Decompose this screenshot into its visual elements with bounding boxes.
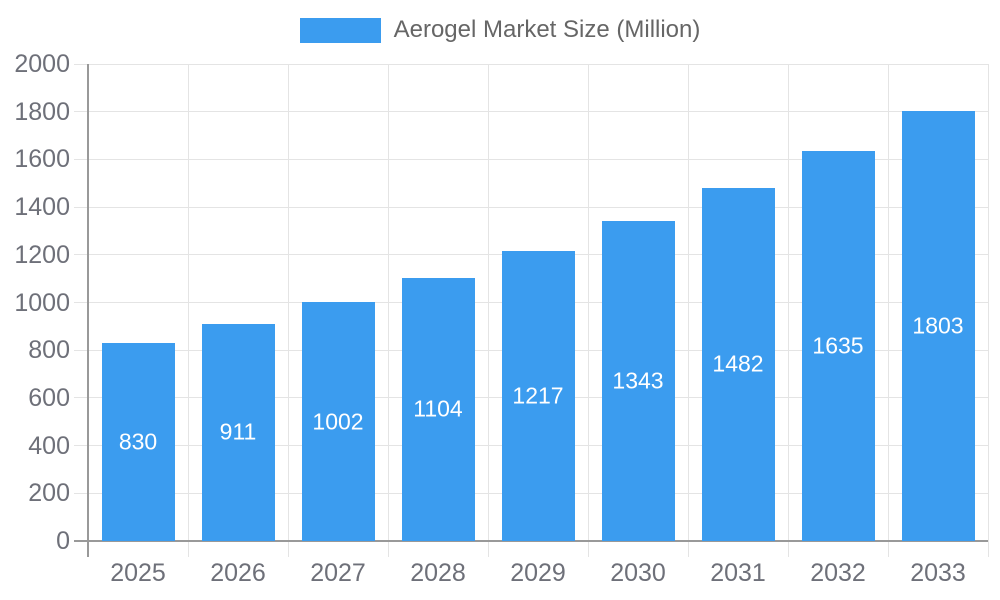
bar-2025[interactable]: 830 xyxy=(101,343,175,541)
x-axis-tick xyxy=(387,541,389,557)
y-axis-tick-label: 1000 xyxy=(14,288,70,317)
bar-value-label: 1343 xyxy=(612,367,664,394)
x-gridline xyxy=(287,64,289,541)
x-axis-tick-label: 2025 xyxy=(110,559,166,587)
y-axis-line xyxy=(87,64,89,557)
bar-2031[interactable]: 1482 xyxy=(701,187,775,541)
x-axis-tick-label: 2033 xyxy=(910,559,966,587)
bar-2033[interactable]: 1803 xyxy=(901,110,975,541)
bar-value-label: 1482 xyxy=(712,350,764,377)
x-gridline xyxy=(387,64,389,541)
y-axis-tick-label: 1800 xyxy=(14,97,70,126)
bar-value-label: 1002 xyxy=(312,408,364,434)
x-axis-tick-label: 2027 xyxy=(310,559,366,587)
bar-value-label: 1803 xyxy=(912,312,964,339)
bar-value-label: 830 xyxy=(118,428,158,455)
y-gridline xyxy=(74,63,988,65)
x-axis-tick-label: 2032 xyxy=(810,559,866,587)
x-axis-tick-label: 2030 xyxy=(610,559,666,587)
y-axis-tick-label: 800 xyxy=(28,336,70,365)
x-axis-tick-label: 2029 xyxy=(510,559,566,587)
bar-value-label: 911 xyxy=(219,418,257,445)
y-axis-tick-label: 400 xyxy=(28,431,70,460)
bar-value-label: 1104 xyxy=(413,395,463,422)
x-gridline xyxy=(487,64,489,541)
x-axis-line xyxy=(74,540,988,542)
legend-label: Aerogel Market Size (Million) xyxy=(393,16,701,43)
x-gridline xyxy=(687,64,689,541)
bar-2028[interactable]: 1104 xyxy=(401,277,475,541)
x-axis-tick xyxy=(287,541,289,557)
bar-value-label: 1217 xyxy=(512,382,564,409)
x-gridline xyxy=(887,64,889,541)
x-axis-tick xyxy=(587,541,589,557)
y-axis-tick-label: 2000 xyxy=(14,50,70,78)
y-axis-tick-label: 1600 xyxy=(14,145,70,174)
legend[interactable]: Aerogel Market Size (Million) xyxy=(0,15,1000,45)
x-gridline xyxy=(987,64,989,541)
y-axis-tick-label: 600 xyxy=(28,383,70,412)
y-axis-tick-label: 0 xyxy=(56,527,70,555)
x-axis-tick xyxy=(187,541,189,557)
y-axis-tick-label: 1200 xyxy=(14,240,70,269)
y-axis-tick-label: 1400 xyxy=(14,193,70,222)
bar-value-label: 1635 xyxy=(812,332,864,359)
x-axis-tick-label: 2026 xyxy=(210,559,266,587)
x-gridline xyxy=(187,64,189,541)
bar-2029[interactable]: 1217 xyxy=(501,250,575,541)
x-axis-tick xyxy=(887,541,889,557)
x-gridline xyxy=(787,64,789,541)
bar-2030[interactable]: 1343 xyxy=(601,220,675,541)
bar-2032[interactable]: 1635 xyxy=(801,151,875,541)
y-gridline xyxy=(74,111,988,113)
bar-2027[interactable]: 1002 xyxy=(301,302,375,541)
x-gridline xyxy=(587,64,589,541)
x-axis-tick xyxy=(787,541,789,557)
legend-swatch-icon xyxy=(299,17,381,43)
x-axis-tick-label: 2028 xyxy=(410,559,466,587)
x-axis-tick xyxy=(487,541,489,557)
x-axis-tick xyxy=(987,541,989,557)
x-axis-tick-label: 2031 xyxy=(710,559,766,587)
bar-2026[interactable]: 911 xyxy=(201,323,275,541)
x-axis-tick xyxy=(687,541,689,557)
y-axis-tick-label: 200 xyxy=(28,479,70,508)
